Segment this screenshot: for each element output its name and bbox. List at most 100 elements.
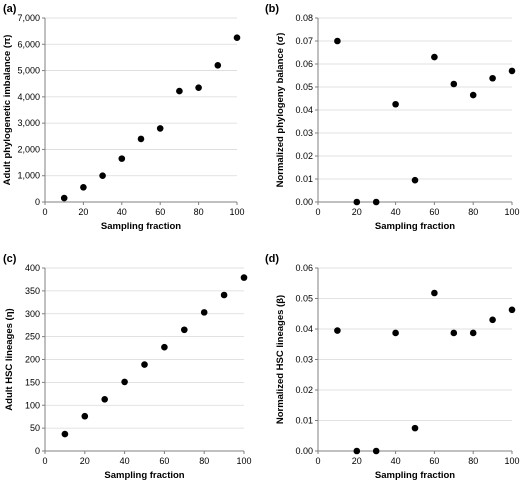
x-tick-label-b-0: 0 — [315, 207, 320, 217]
y-tick-label-a-7: 7,000 — [17, 13, 40, 23]
y-tick-label-d-5: 0.05 — [295, 294, 313, 304]
y-axis-label-d: Normalized HSC lineages (β) — [275, 295, 286, 424]
y-tick-label-c-2: 100 — [25, 400, 40, 410]
data-point-a-8 — [214, 62, 222, 69]
y-tick-label-a-2: 2,000 — [17, 144, 40, 154]
y-tick-label-a-0: 0 — [35, 197, 40, 207]
x-tick-label-c-4: 80 — [199, 456, 209, 466]
x-tick-label-a-5: 100 — [229, 207, 244, 217]
y-tick-label-a-5: 5,000 — [17, 66, 40, 76]
y-tick-label-c-8: 400 — [25, 263, 40, 273]
data-point-a-9 — [233, 34, 241, 42]
y-tick-label-d-1: 0.01 — [295, 416, 313, 426]
data-point-b-5 — [431, 53, 438, 61]
data-point-c-7 — [200, 309, 208, 316]
x-tick-label-a-4: 80 — [194, 207, 204, 217]
chart-c: (c) 0 50 100 150 200 250 300 350 400 0 20 40 60 80 100 S… — [3, 253, 252, 481]
y-tick-label-b-3: 0.03 — [295, 128, 313, 138]
x-tick-label-b-3: 60 — [429, 207, 439, 217]
data-point-d-2 — [372, 447, 380, 455]
data-point-d-0 — [334, 327, 341, 334]
data-point-c-3 — [121, 378, 128, 386]
y-tick-label-b-7: 0.07 — [295, 36, 313, 46]
x-axis-label-c: Sampling fraction — [104, 470, 184, 481]
y-tick-label-b-2: 0.02 — [295, 151, 313, 161]
y-tick-label-c-0: 0 — [35, 446, 40, 456]
data-point-b-3 — [392, 100, 399, 108]
data-point-c-9 — [240, 274, 248, 281]
data-point-c-2 — [101, 396, 108, 403]
x-tick-label-d-3: 60 — [429, 456, 439, 466]
data-point-b-9 — [508, 67, 516, 75]
data-point-d-9 — [508, 306, 516, 314]
y-tick-label-d-4: 0.04 — [295, 324, 313, 334]
y-axis-label-c: Adult HSC lineages (η) — [4, 308, 15, 410]
y-tick-label-b-1: 0.01 — [295, 174, 313, 184]
panel-label-d: (d) — [265, 253, 279, 265]
data-point-b-4 — [411, 176, 419, 184]
x-tick-label-d-5: 100 — [504, 456, 519, 466]
y-tick-label-b-6: 0.06 — [295, 59, 313, 69]
data-point-a-2 — [99, 172, 106, 180]
x-axis-label-d: Sampling fraction — [375, 470, 455, 481]
x-tick-label-b-2: 40 — [391, 207, 401, 217]
y-tick-label-c-7: 350 — [25, 286, 40, 296]
data-point-c-1 — [81, 412, 89, 420]
chart-b: (b) 0.00 0.01 0.02 0.03 0.04 0.05 0.06 0.07 0.08 0… — [265, 3, 520, 232]
data-point-a-3 — [118, 155, 126, 162]
y-tick-label-d-0: 0.00 — [295, 446, 313, 456]
data-point-a-0 — [60, 194, 68, 202]
y-tick-label-a-4: 4,000 — [17, 92, 40, 102]
data-point-d-4 — [411, 424, 419, 432]
y-tick-label-c-4: 200 — [25, 355, 40, 365]
x-tick-label-d-0: 0 — [315, 456, 320, 466]
x-axis-label-b: Sampling fraction — [375, 221, 455, 232]
data-point-c-6 — [181, 326, 188, 334]
data-point-a-4 — [137, 135, 145, 143]
panel-label-c: (c) — [3, 253, 17, 265]
x-tick-label-a-3: 60 — [155, 207, 165, 217]
y-tick-label-d-2: 0.02 — [295, 385, 313, 395]
x-tick-label-c-0: 0 — [42, 456, 47, 466]
y-tick-label-d-3: 0.03 — [295, 355, 313, 365]
y-tick-label-a-1: 1,000 — [17, 171, 40, 181]
data-point-b-0 — [334, 37, 341, 45]
x-axis-label-a: Sampling fraction — [101, 221, 181, 232]
panel-label-b: (b) — [265, 3, 279, 15]
data-point-a-1 — [80, 183, 87, 191]
y-tick-label-c-5: 250 — [25, 332, 40, 342]
y-tick-label-c-1: 50 — [30, 423, 40, 433]
data-point-d-5 — [431, 289, 438, 297]
x-tick-label-b-5: 100 — [504, 207, 519, 217]
panel-label-a: (a) — [3, 3, 17, 15]
data-point-c-8 — [220, 291, 228, 299]
x-tick-label-c-2: 40 — [120, 456, 130, 466]
data-point-b-8 — [489, 74, 496, 82]
y-tick-label-d-6: 0.06 — [295, 263, 313, 273]
y-tick-label-b-0: 0.00 — [295, 197, 313, 207]
data-point-d-7 — [469, 329, 477, 337]
y-axis-label-a: Adult phylogenetic imbalance (π) — [2, 35, 13, 186]
y-tick-label-c-6: 300 — [25, 309, 40, 319]
x-tick-label-a-2: 40 — [117, 207, 127, 217]
y-tick-label-a-6: 6,000 — [17, 39, 40, 49]
data-point-d-6 — [450, 329, 458, 337]
data-point-a-5 — [156, 125, 164, 132]
data-point-a-7 — [195, 84, 202, 91]
y-tick-label-c-3: 150 — [25, 377, 40, 387]
y-tick-label-b-4: 0.04 — [295, 105, 313, 115]
data-point-c-4 — [141, 361, 148, 368]
data-point-d-8 — [489, 316, 496, 324]
x-tick-label-b-4: 80 — [468, 207, 478, 217]
data-point-d-3 — [392, 329, 399, 337]
y-tick-label-b-8: 0.08 — [295, 13, 313, 23]
x-tick-label-a-1: 20 — [78, 207, 88, 217]
x-tick-label-d-1: 20 — [352, 456, 362, 466]
x-tick-label-c-1: 20 — [80, 456, 90, 466]
x-tick-label-b-1: 20 — [352, 207, 362, 217]
data-point-b-6 — [450, 80, 458, 88]
x-tick-label-a-0: 0 — [42, 207, 47, 217]
data-point-b-2 — [372, 198, 380, 206]
